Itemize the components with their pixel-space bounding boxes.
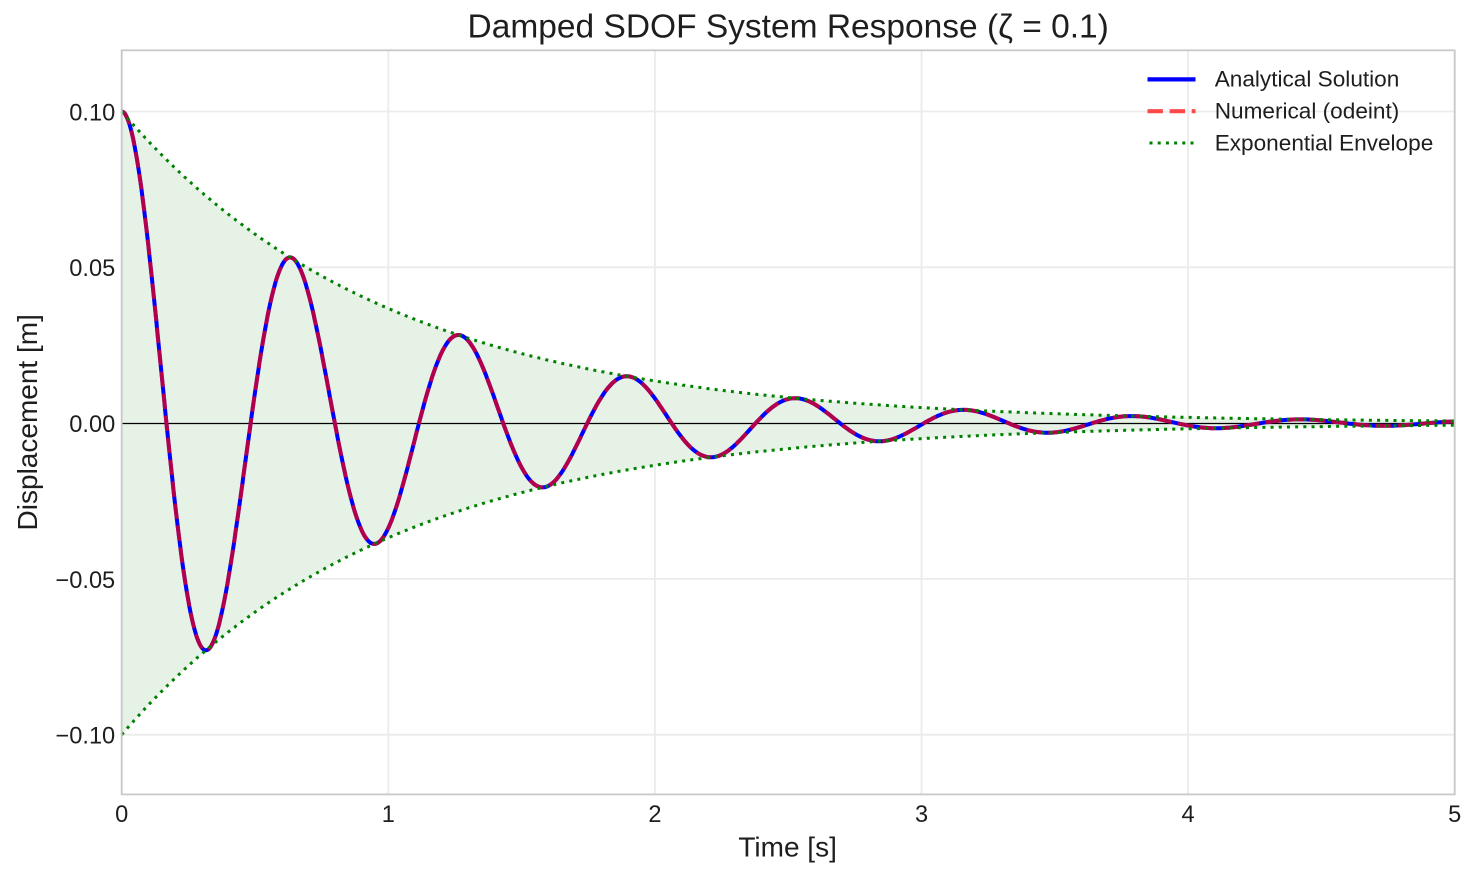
svg-text:0.00: 0.00 [69,412,115,438]
svg-text:1: 1 [382,802,395,828]
svg-text:Displacement [m]: Displacement [m] [12,314,43,530]
svg-text:Analytical Solution: Analytical Solution [1215,67,1400,92]
svg-text:0: 0 [115,802,128,828]
svg-text:3: 3 [915,802,928,828]
svg-text:−0.05: −0.05 [55,568,115,594]
svg-text:4: 4 [1182,802,1195,828]
svg-text:5: 5 [1448,802,1461,828]
svg-text:Time [s]: Time [s] [738,831,837,862]
svg-text:Damped SDOF System Response (ζ: Damped SDOF System Response (ζ = 0.1) [468,9,1109,46]
svg-text:0.05: 0.05 [69,256,115,282]
svg-text:2: 2 [648,802,661,828]
svg-text:0.10: 0.10 [69,100,115,126]
svg-text:−0.10: −0.10 [55,724,115,750]
svg-text:Numerical (odeint): Numerical (odeint) [1215,99,1400,124]
svg-text:Exponential Envelope: Exponential Envelope [1215,130,1434,155]
